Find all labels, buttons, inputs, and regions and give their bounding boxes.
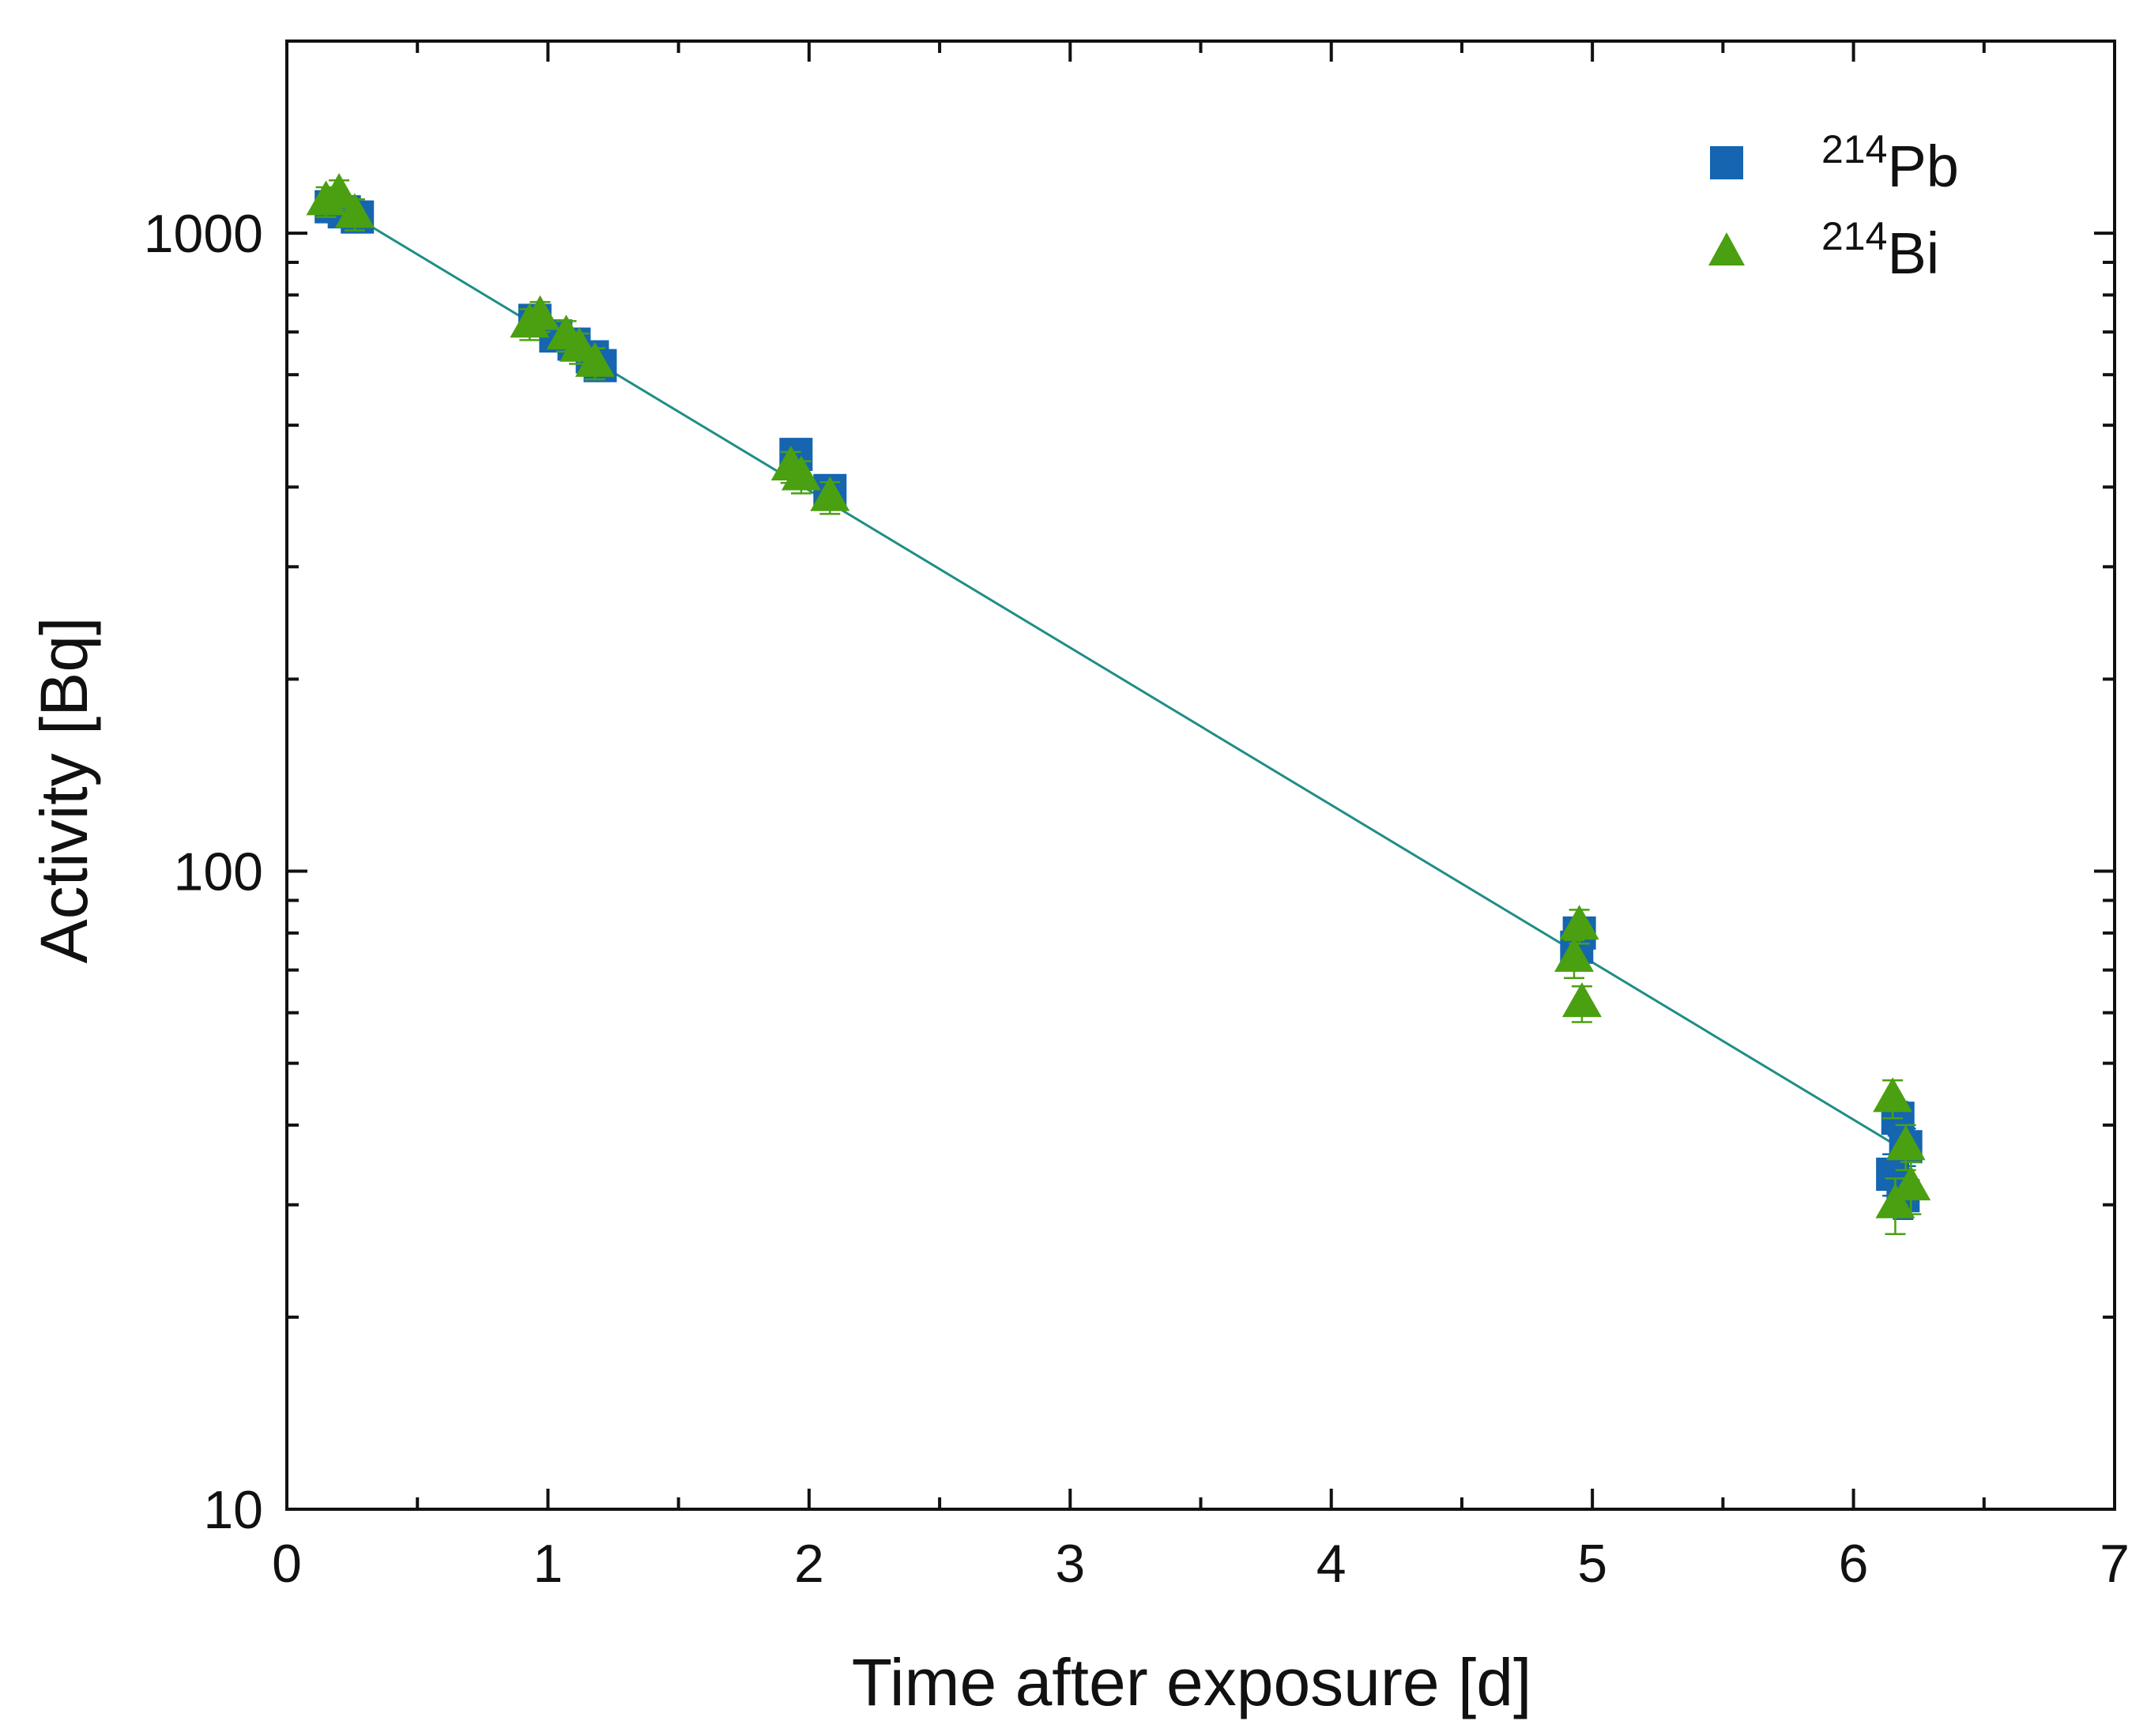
- x-tick-label: 7: [2100, 1534, 2130, 1594]
- x-tick-label: 6: [1839, 1534, 1869, 1594]
- x-tick-label: 3: [1055, 1534, 1085, 1594]
- legend-bi-label: 214Bi: [1821, 214, 1939, 286]
- legend-bi-marker: [1708, 232, 1745, 265]
- x-tick-label: 5: [1577, 1534, 1607, 1594]
- bi-point: [1885, 1125, 1926, 1161]
- legend-pb-symbol: Pb: [1887, 134, 1959, 199]
- bi-point: [574, 341, 615, 377]
- bi-point: [1559, 905, 1599, 940]
- y-tick-label: 100: [174, 842, 263, 902]
- x-tick-label: 0: [272, 1534, 302, 1594]
- legend-pb-marker: [1710, 146, 1743, 179]
- legend-pb-label: 214Pb: [1821, 127, 1959, 199]
- legend-bi-symbol: Bi: [1887, 220, 1939, 286]
- x-axis-label: Time after exposure [d]: [852, 1645, 1532, 1719]
- bi-point: [1554, 936, 1595, 972]
- bi-point: [810, 476, 850, 511]
- bi-point: [1561, 982, 1602, 1018]
- bi-point: [1891, 1165, 1931, 1201]
- axes: 0 1 2 3 4 5 6 7 10 100 1000: [144, 40, 2130, 1594]
- y-axis-label: Activity [Bq]: [27, 617, 101, 964]
- x-tick-label: 1: [533, 1534, 563, 1594]
- bi-point: [1875, 1183, 1915, 1218]
- legend-bi-mass: 214: [1821, 214, 1887, 258]
- y-tick-label: 10: [203, 1480, 263, 1540]
- x-tick-label: 2: [794, 1534, 824, 1594]
- x-tick-label: 4: [1316, 1534, 1347, 1594]
- legend-pb-mass: 214: [1821, 127, 1887, 171]
- bi-point: [1873, 1077, 1913, 1113]
- plot-area: [306, 173, 1931, 1235]
- bi-point: [334, 193, 375, 228]
- legend: 214Pb 214Bi: [1708, 127, 1959, 286]
- y-tick-label: 1000: [144, 204, 263, 264]
- bi-point: [520, 295, 560, 330]
- bi-point: [781, 455, 821, 491]
